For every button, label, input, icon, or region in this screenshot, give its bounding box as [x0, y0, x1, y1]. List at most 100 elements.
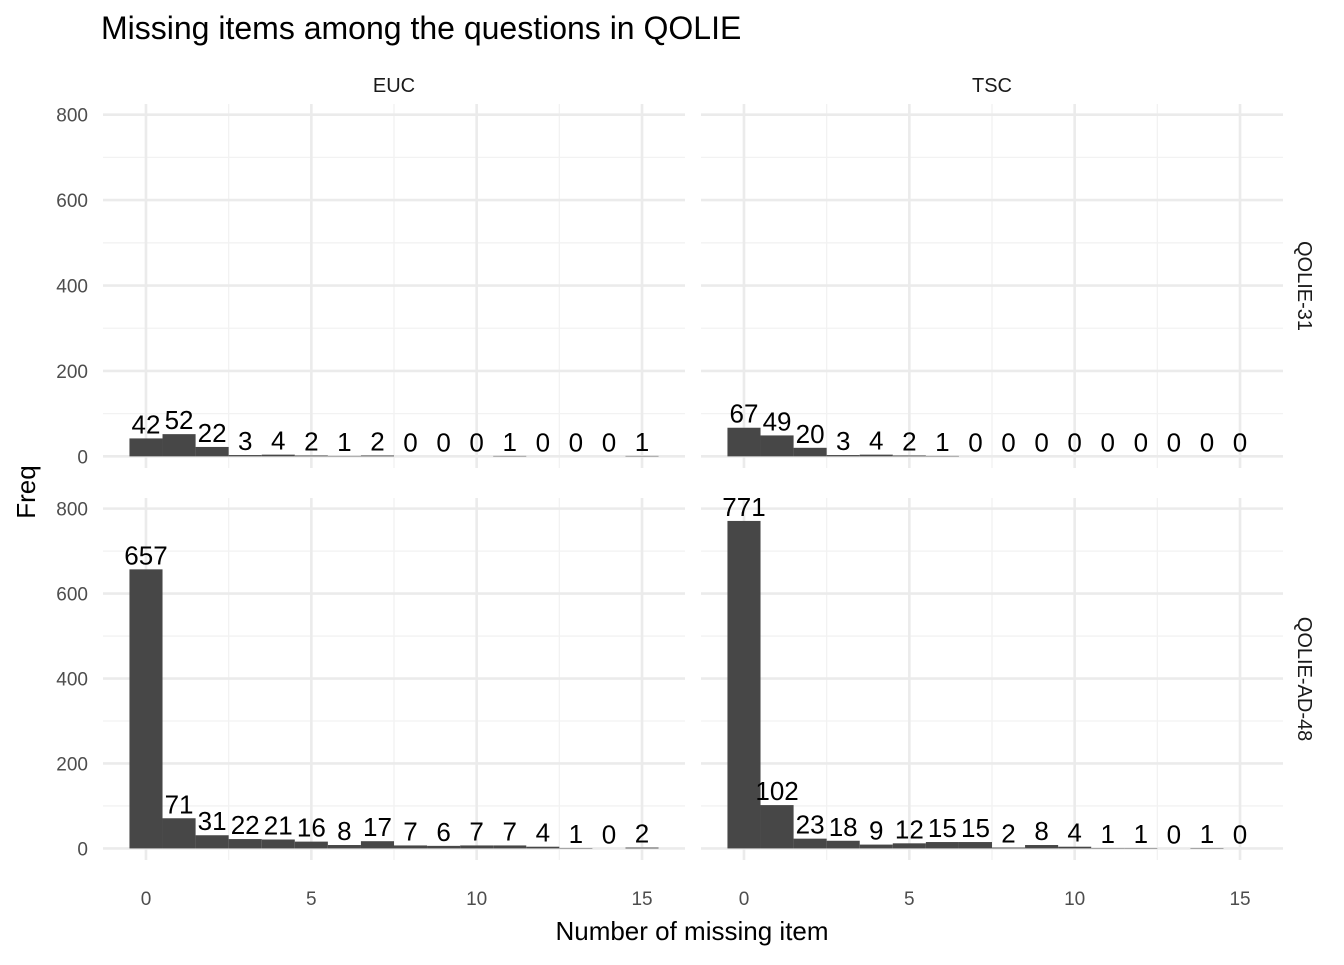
bar-value-label: 1	[1200, 819, 1214, 849]
bar-value-label: 8	[337, 816, 351, 846]
bar-value-label: 0	[403, 427, 417, 457]
x-tick-label: 15	[631, 889, 652, 910]
facet-col-strip-label: EUC	[373, 75, 415, 97]
bar-value-label: 3	[836, 426, 850, 456]
bar-value-label: 22	[198, 418, 227, 448]
bar-value-label: 0	[536, 427, 550, 457]
bar-value-label: 0	[1067, 427, 1081, 457]
bar-value-label: 102	[755, 776, 798, 806]
x-tick-label: 5	[904, 889, 915, 910]
y-tick-label: 200	[56, 362, 88, 383]
bar	[262, 839, 295, 848]
bar	[129, 438, 162, 456]
bar-value-label: 4	[869, 426, 883, 456]
bar-value-label: 6	[436, 817, 450, 847]
bar-value-label: 22	[231, 810, 260, 840]
bar-value-label: 7	[469, 816, 483, 846]
x-tick-label: 10	[466, 889, 487, 910]
bar	[229, 839, 262, 848]
facet-row-strip-label: QOLIE-31	[1293, 241, 1315, 331]
bar	[163, 818, 196, 848]
bar-value-label: 1	[569, 819, 583, 849]
bar-value-label: 1	[635, 427, 649, 457]
bar-value-label: 0	[469, 427, 483, 457]
x-tick-label: 0	[141, 889, 152, 910]
bar-value-label: 12	[895, 814, 924, 844]
bar-value-label: 23	[796, 810, 825, 840]
bar-value-label: 3	[238, 426, 252, 456]
bar-value-label: 0	[968, 427, 982, 457]
y-tick-label: 400	[56, 277, 88, 298]
bar	[794, 448, 827, 457]
bar-value-label: 1	[1101, 819, 1115, 849]
bar-value-label: 71	[165, 789, 194, 819]
bar-value-label: 67	[730, 399, 759, 429]
bar-value-label: 657	[124, 540, 167, 570]
bar-value-label: 49	[763, 406, 792, 436]
bar-value-label: 15	[928, 813, 957, 843]
bar-value-label: 0	[1233, 427, 1247, 457]
bar-value-label: 7	[503, 816, 517, 846]
bar-value-label: 4	[536, 818, 550, 848]
bar-value-label: 21	[264, 810, 293, 840]
chart-title: Missing items among the questions in QOL…	[101, 10, 741, 46]
y-tick-label: 800	[56, 106, 88, 127]
bar	[129, 569, 162, 848]
bar	[361, 841, 394, 848]
bar-value-label: 0	[436, 427, 450, 457]
y-tick-label: 800	[56, 500, 88, 521]
bar-value-label: 0	[1001, 427, 1015, 457]
bar	[196, 835, 229, 848]
y-tick-label: 600	[56, 191, 88, 212]
bar-value-label: 771	[722, 492, 765, 522]
bar-value-label: 2	[635, 819, 649, 849]
bar-value-label: 0	[1101, 427, 1115, 457]
facet-row-strip-label: QOLIE-AD-48	[1293, 617, 1315, 741]
bar-value-label: 4	[1067, 818, 1081, 848]
bar-value-label: 1	[337, 427, 351, 457]
x-axis-title: Number of missing item	[555, 916, 828, 946]
bar-value-label: 0	[1034, 427, 1048, 457]
bar-value-label: 18	[829, 812, 858, 842]
bar-value-label: 9	[869, 816, 883, 846]
bar-value-label: 2	[304, 426, 318, 456]
bar	[163, 434, 196, 456]
bar-value-label: 7	[403, 816, 417, 846]
bar-value-label: 17	[363, 812, 392, 842]
bar	[196, 447, 229, 456]
bar-value-label: 4	[271, 426, 285, 456]
y-axis-title: Freq	[11, 465, 41, 518]
y-tick-label: 0	[77, 839, 88, 860]
x-tick-label: 15	[1229, 889, 1250, 910]
x-tick-label: 10	[1064, 889, 1085, 910]
bar-value-label: 16	[297, 813, 326, 843]
bar-value-label: 0	[1167, 427, 1181, 457]
bar	[761, 435, 794, 456]
bar-value-label: 1	[1134, 819, 1148, 849]
bar-value-label: 52	[165, 405, 194, 435]
facet-col-strip-label: TSC	[972, 75, 1012, 97]
bar-value-label: 20	[796, 419, 825, 449]
bar	[827, 841, 860, 849]
bar-value-label: 1	[503, 427, 517, 457]
x-tick-label: 0	[739, 889, 750, 910]
bar-value-label: 0	[1134, 427, 1148, 457]
bar-value-label: 2	[1001, 819, 1015, 849]
bar	[761, 805, 794, 848]
y-tick-label: 400	[56, 670, 88, 691]
bar	[727, 428, 760, 457]
bar-value-label: 0	[1167, 819, 1181, 849]
bar-value-label: 2	[370, 426, 384, 456]
y-tick-label: 0	[77, 447, 88, 468]
bar-value-label: 0	[602, 819, 616, 849]
bar-value-label: 8	[1034, 816, 1048, 846]
bar-value-label: 2	[902, 426, 916, 456]
bar-value-label: 15	[961, 813, 990, 843]
bar-value-label: 42	[132, 409, 161, 439]
